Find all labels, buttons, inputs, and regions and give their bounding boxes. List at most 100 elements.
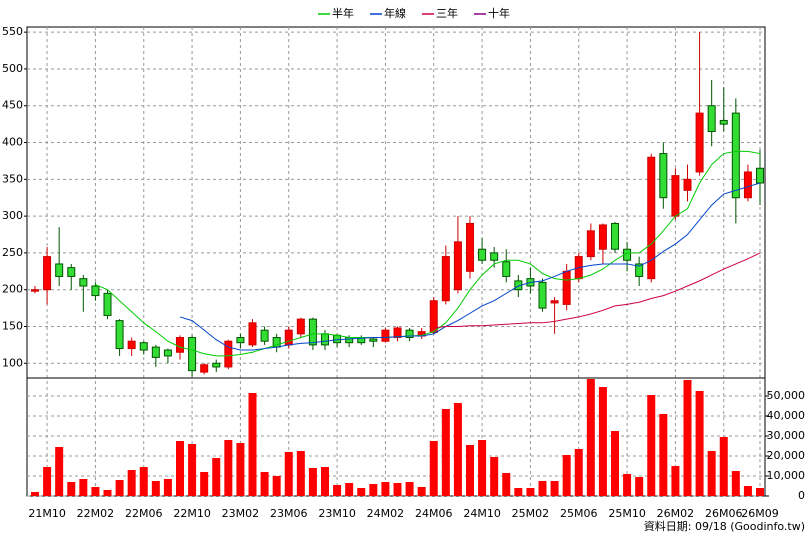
x-tick-label: 25M10	[608, 507, 646, 520]
volume-bar	[647, 395, 656, 496]
candle-body	[441, 256, 450, 302]
candle-body	[139, 342, 148, 351]
candle-body	[200, 364, 209, 373]
candle-body	[756, 167, 764, 184]
candle-body	[453, 241, 462, 291]
volume-bar	[490, 457, 499, 496]
volume-bar	[308, 468, 317, 496]
x-tick-label: 21M10	[28, 507, 66, 520]
candle-body	[598, 224, 607, 250]
x-tick-label: 24M06	[415, 507, 453, 520]
legend-label: 半年	[332, 6, 354, 20]
candle-body	[611, 222, 619, 250]
volume-bar	[574, 449, 583, 496]
x-tick-label: 24M10	[463, 507, 501, 520]
candle-body	[31, 289, 39, 292]
y-tick-label: 100	[2, 356, 23, 369]
candle-body	[478, 248, 487, 261]
volume-bar	[683, 380, 692, 496]
candle-body	[466, 222, 474, 272]
volume-bar	[719, 437, 728, 496]
volume-bar	[272, 476, 281, 496]
volume-bar	[598, 387, 607, 496]
volume-bar	[260, 472, 269, 496]
x-tick-label: 23M06	[270, 507, 308, 520]
volume-bar	[611, 431, 619, 496]
volume-bar	[333, 485, 342, 496]
volume-bar	[321, 467, 329, 496]
x-tick-label: 22M02	[77, 507, 115, 520]
x-tick-label: 26M06	[705, 507, 743, 520]
candle-body	[345, 337, 354, 344]
candle-body	[429, 300, 438, 333]
candle-body	[586, 230, 595, 258]
y2-tick-label: 50,000	[767, 389, 806, 402]
volume-bar	[200, 472, 209, 496]
candle-body	[103, 292, 112, 316]
volume-bar	[707, 451, 716, 496]
ma-line	[95, 150, 761, 357]
volume-bar	[31, 492, 39, 496]
candle-body	[393, 327, 402, 339]
volume-bar	[743, 486, 752, 496]
volume-bar	[79, 479, 88, 496]
y-tick-label: 550	[2, 25, 23, 38]
candle-body	[635, 263, 644, 277]
volume-bar	[176, 441, 184, 496]
volume-bar	[127, 470, 136, 496]
volume-bar	[55, 447, 64, 496]
volume-bar	[236, 443, 245, 496]
volume-bar	[405, 482, 414, 496]
volume-bar	[224, 440, 233, 496]
candle-body	[224, 340, 233, 368]
x-tick-label: 22M10	[173, 507, 211, 520]
y-tick-label: 250	[2, 246, 23, 259]
volume-bar	[659, 414, 668, 496]
y-tick-label: 150	[2, 319, 23, 332]
legend-label: 十年	[488, 6, 510, 20]
x-tick-label: 23M10	[318, 507, 356, 520]
y-tick-label: 200	[2, 283, 23, 296]
candle-body	[55, 263, 64, 277]
candle-body	[248, 322, 257, 346]
volume-bar	[151, 481, 160, 496]
volume-bar	[466, 445, 474, 496]
volume-bar	[393, 483, 402, 496]
volume-bar	[67, 482, 76, 496]
volume-bar	[296, 451, 305, 496]
volume-bar	[756, 488, 764, 496]
volume-bar	[671, 466, 680, 496]
volume-bar	[91, 487, 100, 496]
candle-body	[538, 281, 547, 309]
candle-body	[236, 337, 245, 344]
volume-bar	[526, 488, 535, 496]
candle-body	[695, 112, 704, 173]
plot-frame	[26, 26, 766, 497]
candle-body	[284, 329, 293, 346]
y-tick-label: 400	[2, 136, 23, 149]
volume-bar	[441, 409, 450, 496]
volume-bar	[550, 481, 559, 496]
candle-body	[671, 175, 680, 217]
candle-body	[67, 267, 76, 277]
candle-body	[683, 178, 692, 191]
volume-bar	[212, 458, 221, 496]
volume-bar	[478, 440, 487, 496]
y-tick-label: 300	[2, 209, 23, 222]
y2-tick-label: 10,000	[767, 469, 806, 482]
volume-bar	[115, 480, 124, 496]
volume-bar	[381, 482, 390, 496]
x-tick-label: 26M02	[657, 507, 695, 520]
y-tick-label: 450	[2, 99, 23, 112]
candle-body	[91, 285, 100, 297]
candle-body	[260, 329, 269, 342]
candle-body	[296, 318, 305, 335]
y-tick-label: 350	[2, 172, 23, 185]
y2-tick-label: 30,000	[767, 429, 806, 442]
candle-body	[659, 153, 668, 199]
volume-bar	[103, 490, 112, 496]
volume-bar	[586, 379, 595, 496]
y-tick-label: 500	[2, 62, 23, 75]
candle-body	[212, 362, 221, 368]
ma-line	[179, 182, 761, 351]
